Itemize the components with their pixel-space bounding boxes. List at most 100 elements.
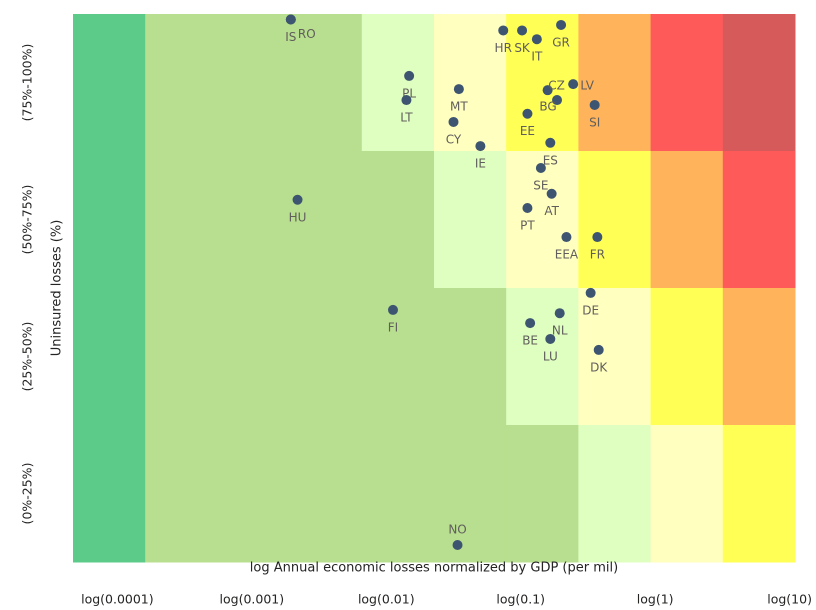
point-label: DE [582, 303, 599, 317]
cell [73, 14, 146, 152]
point-label: BE [522, 334, 538, 348]
x-tick-label: log(10) [767, 592, 812, 607]
point-label: IT [531, 50, 543, 64]
cell [434, 14, 507, 152]
cell [73, 288, 146, 426]
cell [217, 14, 291, 152]
cell [217, 425, 291, 563]
point-label: LU [543, 349, 558, 363]
cell [722, 288, 796, 426]
cell [145, 151, 218, 289]
point-label: RO [298, 27, 316, 41]
cell [506, 14, 579, 152]
point [593, 344, 604, 355]
point [554, 308, 565, 319]
point-label: ES [543, 153, 558, 167]
point [545, 333, 556, 344]
point-label: CZ [548, 79, 565, 93]
cell [361, 151, 435, 289]
x-axis-title: log Annual economic losses normalized by… [250, 561, 618, 576]
y-tick-label: (0%-25%) [20, 463, 35, 525]
cell [361, 288, 435, 426]
point [453, 84, 464, 95]
cell [434, 151, 507, 289]
x-tick-label: log(0.01) [358, 592, 415, 607]
cell [289, 14, 363, 152]
point [475, 141, 486, 152]
cell [145, 425, 218, 563]
point [589, 99, 600, 110]
point-label: IE [475, 157, 486, 171]
cell [434, 425, 507, 563]
x-tick-label: log(0.001) [220, 592, 285, 607]
point-label: FI [388, 320, 398, 334]
y-tick-label: (50%-75%) [20, 185, 35, 255]
point [531, 34, 542, 45]
cell [506, 151, 579, 289]
point-label: EE [520, 124, 535, 138]
point [522, 202, 533, 213]
point [498, 25, 509, 36]
y-tick-label: (25%-50%) [20, 322, 35, 392]
point [535, 162, 546, 173]
cell [289, 288, 363, 426]
point [452, 540, 463, 551]
point [285, 14, 296, 25]
point [525, 318, 536, 329]
cell [578, 151, 652, 289]
point [292, 194, 303, 205]
point [448, 116, 459, 127]
point [545, 137, 556, 148]
point-label: SI [589, 115, 600, 129]
point-label: PT [520, 218, 535, 232]
point-label: IS [285, 30, 296, 44]
point-label: NL [552, 324, 568, 338]
point [556, 19, 567, 30]
point-label: AT [544, 204, 559, 218]
point-label: SE [533, 178, 548, 192]
cell [217, 151, 291, 289]
cell [650, 151, 724, 289]
cell [578, 288, 652, 426]
point-label: BG [539, 100, 556, 114]
y-tick-label: (75%-100%) [20, 44, 35, 122]
cell [145, 14, 218, 152]
point-label: MT [450, 100, 468, 114]
point [552, 95, 563, 106]
y-axis-title: Uninsured losses (%) [50, 220, 65, 357]
x-tick-label: log(0.1) [496, 592, 545, 607]
cell [361, 14, 435, 152]
point [546, 188, 557, 199]
point-label: HR [495, 41, 512, 55]
cell [722, 151, 796, 289]
cell [506, 288, 579, 426]
cell [506, 425, 579, 563]
x-tick-label: log(1) [637, 592, 674, 607]
point-label: DK [590, 360, 608, 374]
cell [73, 151, 146, 289]
point-label: EEA [555, 248, 579, 262]
cell [578, 425, 652, 563]
x-tick-label: log(0.0001) [81, 592, 154, 607]
cell [650, 425, 724, 563]
point [542, 85, 553, 96]
cell [145, 288, 218, 426]
point [387, 304, 398, 315]
point-label: SK [514, 41, 531, 55]
cell [361, 425, 435, 563]
point-label: FR [590, 248, 605, 262]
cell [289, 151, 363, 289]
background [73, 14, 796, 563]
cell [650, 14, 724, 152]
point [568, 79, 579, 90]
point [517, 25, 528, 36]
point [561, 232, 572, 243]
point-label: LV [580, 79, 594, 93]
cell [217, 288, 291, 426]
point-label: HU [289, 210, 307, 224]
cell [73, 425, 146, 563]
point [522, 108, 533, 119]
cell [289, 425, 363, 563]
point [401, 95, 412, 106]
cell [650, 288, 724, 426]
